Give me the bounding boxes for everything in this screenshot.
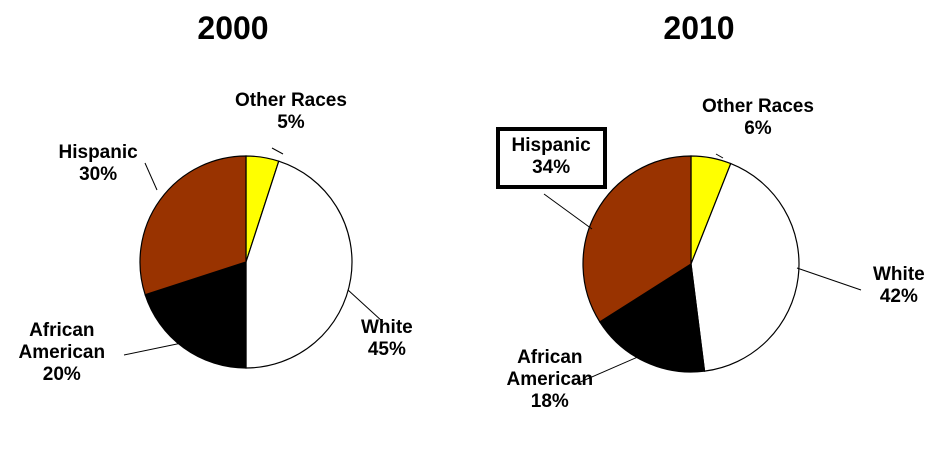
pie-2010-label-african-american-value: 18% bbox=[530, 391, 569, 412]
pie-2000-label-hispanic-value: 30% bbox=[79, 164, 118, 185]
chart-title-2010: 2010 bbox=[663, 10, 735, 46]
pie-2000-label-hispanic: Hispanic 30% bbox=[59, 142, 138, 186]
pie-2010-label-white: White 42% bbox=[873, 264, 925, 308]
pie-2000-label-african-american: African American 20% bbox=[19, 320, 106, 386]
pie-2000-leader-white bbox=[347, 289, 384, 323]
pie-chart-2010: 2010 Other Races 6% White 42% African America… bbox=[466, 0, 932, 449]
pie-2010-label-african-american-name: African bbox=[517, 347, 583, 368]
pie-2010-label-african-american: African American 18% bbox=[507, 347, 594, 413]
pie-2000-leader-african-american bbox=[123, 338, 202, 356]
pie-2010-label-hispanic-value: 34% bbox=[532, 157, 571, 178]
pie-2000-label-african-american-value: 20% bbox=[42, 364, 81, 385]
pie-2000-label-african-american-name: African bbox=[29, 320, 95, 341]
pie-2010-label-hispanic-name: Hispanic bbox=[511, 135, 591, 156]
chart-title-2000: 2000 bbox=[197, 10, 269, 46]
pie-chart-2000: 2000 Other Races 5% White 45% African America… bbox=[19, 10, 413, 386]
pie-2000-label-white-name: White bbox=[361, 317, 413, 338]
pie-2000-label-hispanic-name: Hispanic bbox=[58, 142, 138, 163]
pie-2010-label-other-races-name: Other Races bbox=[702, 96, 814, 117]
pie-2010-slice-hispanic bbox=[582, 155, 692, 323]
pie-2000-canvas bbox=[123, 147, 384, 369]
pie-2010-label-african-american-name: American bbox=[506, 369, 594, 390]
pie-2010-leader-hispanic bbox=[543, 193, 593, 230]
pie-2010-label-white-name: White bbox=[873, 264, 925, 285]
pie-2000-slice-african-american bbox=[144, 261, 247, 369]
pie-2010-label-hispanic: Hispanic 34% bbox=[495, 127, 607, 189]
pie-2000-label-white-value: 45% bbox=[367, 339, 406, 360]
pie-2010-label-other-races-value: 6% bbox=[744, 118, 772, 139]
pie-2010-leader-other-races bbox=[715, 153, 724, 159]
pie-2010-slice-african-american bbox=[598, 262, 706, 373]
pie-2000-label-other-races-value: 5% bbox=[277, 112, 305, 133]
pie-2010-leader-african-american bbox=[577, 355, 641, 384]
pie-2000-leader-hispanic bbox=[144, 162, 158, 191]
pie-2000-label-african-american-name: American bbox=[18, 342, 106, 363]
pie-2010-canvas bbox=[543, 153, 862, 384]
pie-2000-label-other-races: Other Races 5% bbox=[235, 90, 347, 134]
pie-2010-label-other-races: Other Races 6% bbox=[702, 96, 814, 140]
pie-2000-slice-hispanic bbox=[139, 155, 247, 296]
pie-2000-leader-other-races bbox=[271, 147, 284, 155]
pie-2010-leader-white bbox=[796, 267, 862, 291]
pie-2000-label-white: White 45% bbox=[361, 317, 413, 361]
pie-2000-label-other-races-name: Other Races bbox=[235, 90, 347, 111]
pie-2000-slice-white bbox=[245, 160, 353, 369]
pie-2010-label-white-value: 42% bbox=[879, 286, 918, 307]
pie-2010-slice-white bbox=[690, 162, 800, 372]
